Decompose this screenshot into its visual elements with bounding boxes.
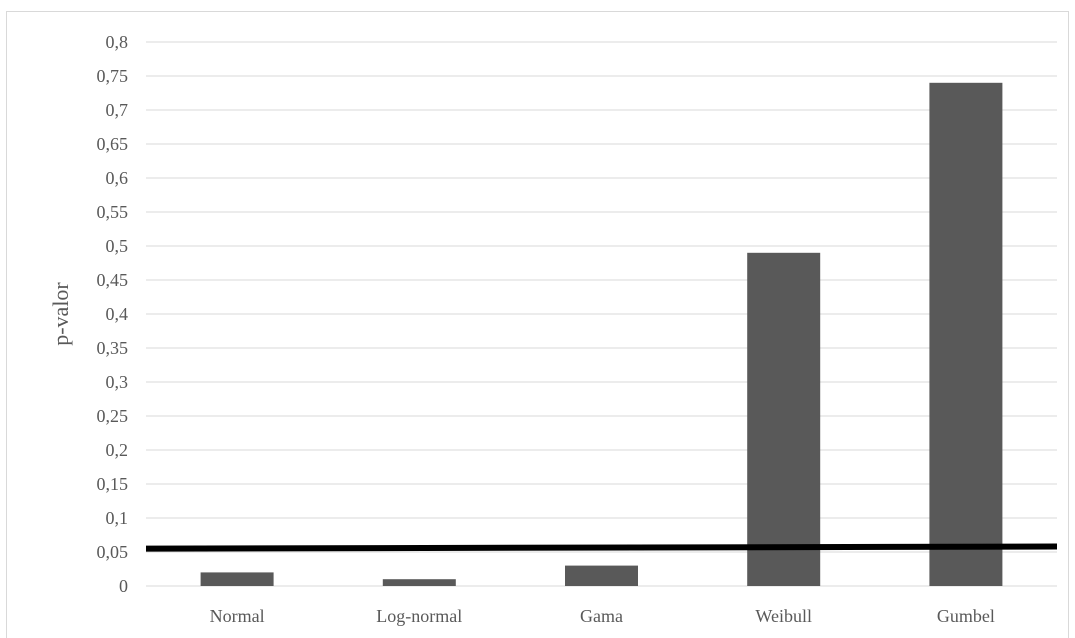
bar-gumbel: [929, 82, 1003, 587]
y-tick-label: 0,7: [106, 100, 129, 120]
y-tick-label: 0,45: [97, 270, 129, 290]
y-axis-ticks: 0 0,05 0,1 0,15 0,2 0,25 0,3 0,35 0,4 0,45 0,5 0,55…: [97, 32, 129, 596]
bar-log-normal: [382, 579, 456, 586]
y-axis-title: p-valor: [48, 282, 73, 346]
y-tick-label: 0,35: [97, 338, 129, 358]
x-axis-ticks: Normal Log-normal Gama Weibull Gumbel: [210, 606, 995, 626]
y-tick-label: 0,8: [106, 32, 129, 52]
bars: [200, 82, 1003, 587]
y-tick-label: 0,2: [106, 440, 129, 460]
y-tick-label: 0,1: [106, 508, 129, 528]
x-tick-label: Gama: [580, 606, 623, 626]
y-tick-label: 0,3: [106, 372, 129, 392]
y-tick-label: 0,5: [106, 236, 129, 256]
y-tick-label: 0,55: [97, 202, 129, 222]
y-tick-label: 0,4: [106, 304, 129, 324]
bar-normal: [200, 572, 274, 586]
x-tick-label: Gumbel: [937, 606, 995, 626]
y-tick-label: 0,75: [97, 66, 129, 86]
x-tick-label: Normal: [210, 606, 265, 626]
threshold-line: [145, 543, 1058, 552]
y-tick-label: 0,25: [97, 406, 129, 426]
chart-frame: [6, 11, 1069, 638]
y-tick-label: 0,05: [97, 542, 129, 562]
bar-weibull: [747, 252, 821, 587]
y-tick-label: 0,6: [106, 168, 129, 188]
gridlines: [146, 41, 1057, 587]
bar-gama: [565, 565, 638, 586]
x-tick-label: Log-normal: [376, 606, 462, 626]
y-tick-label: 0,15: [97, 474, 129, 494]
y-tick-label: 0,65: [97, 134, 129, 154]
x-tick-label: Weibull: [755, 606, 812, 626]
y-tick-label: 0: [119, 576, 128, 596]
